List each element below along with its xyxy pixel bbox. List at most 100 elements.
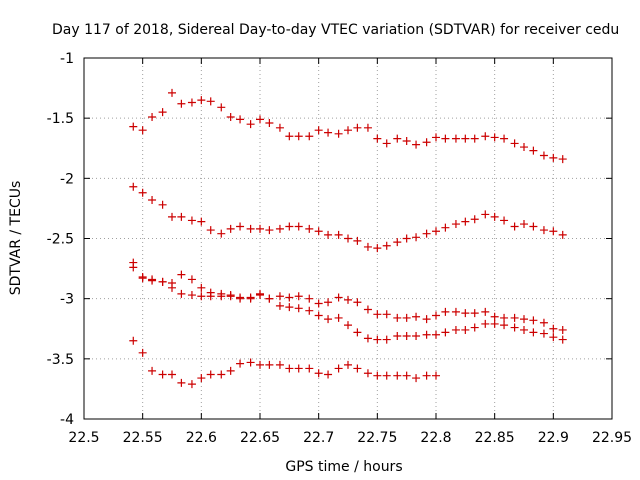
axis-ticks: 22.5 22.55 22.6 22.65 22.7 22.75 22.8 22.85 22.9… — [47, 51, 632, 446]
data-point — [129, 336, 138, 345]
data-point — [226, 366, 235, 375]
data-point — [158, 108, 167, 117]
data-point — [393, 313, 402, 322]
data-point — [265, 294, 274, 303]
x-axis-label: GPS time / hours — [285, 459, 402, 475]
data-point — [265, 360, 274, 369]
data-point — [402, 331, 411, 340]
data-point — [148, 276, 157, 285]
data-point — [558, 335, 567, 344]
data-point — [549, 324, 558, 333]
chart-title: Day 117 of 2018, Sidereal Day-to-day VTE… — [52, 22, 619, 38]
data-point — [314, 369, 323, 378]
x-tick-label: 22.9 — [538, 430, 569, 446]
x-tick-label: 22.75 — [357, 430, 397, 446]
data-point — [441, 307, 450, 316]
data-point — [187, 216, 196, 225]
data-point — [217, 103, 226, 112]
y-tick-label: -2 — [60, 171, 74, 187]
data-point — [451, 325, 460, 334]
data-point — [363, 123, 372, 132]
y-tick-label: -4 — [60, 412, 74, 428]
data-point — [344, 360, 352, 369]
data-point — [187, 98, 196, 107]
data-point — [217, 370, 226, 379]
data-point — [236, 359, 245, 368]
data-point — [481, 319, 490, 328]
data-point — [294, 364, 303, 373]
data-point — [138, 188, 147, 197]
data-point — [314, 227, 323, 236]
data-point — [206, 226, 215, 235]
data-point — [373, 310, 382, 319]
data-point — [236, 222, 245, 231]
data-point — [422, 371, 431, 380]
data-point — [441, 134, 450, 143]
data-point — [432, 133, 440, 142]
data-point — [432, 371, 440, 380]
data-point — [168, 370, 176, 379]
data-point — [520, 220, 528, 229]
data-point — [168, 88, 176, 97]
data-point — [168, 212, 176, 221]
data-point — [256, 291, 264, 300]
data-point — [481, 307, 490, 316]
data-point — [402, 313, 411, 322]
data-point — [294, 222, 303, 231]
data-point — [539, 151, 548, 160]
data-point — [314, 311, 323, 320]
data-point — [324, 128, 333, 137]
data-point — [470, 323, 479, 332]
data-point — [558, 155, 567, 164]
data-point — [529, 316, 538, 325]
data-point — [422, 229, 431, 238]
data-point — [470, 309, 479, 318]
data-point — [305, 132, 314, 141]
data-point — [353, 364, 362, 373]
data-point — [334, 293, 343, 302]
data-point — [432, 311, 440, 320]
data-point — [393, 134, 402, 143]
data-point — [344, 295, 352, 304]
data-point — [402, 137, 411, 146]
data-point — [187, 291, 196, 300]
data-point — [344, 234, 352, 243]
data-point — [363, 305, 372, 314]
data-point — [363, 334, 372, 343]
data-point — [246, 224, 255, 233]
data-point — [510, 139, 519, 148]
data-point — [275, 292, 284, 301]
data-point — [422, 138, 431, 147]
data-point — [324, 370, 333, 379]
data-point — [158, 370, 167, 379]
data-point — [451, 220, 460, 229]
data-point — [334, 129, 343, 138]
data-point — [148, 195, 157, 204]
data-point — [412, 374, 421, 383]
data-point — [285, 132, 294, 141]
data-point — [217, 292, 226, 301]
data-point — [412, 140, 421, 149]
data-point — [451, 307, 460, 316]
data-point — [500, 216, 509, 225]
data-point — [432, 330, 440, 339]
data-point — [539, 318, 548, 327]
data-point — [373, 134, 382, 143]
x-tick-label: 22.85 — [475, 430, 515, 446]
data-point — [461, 325, 470, 334]
data-point — [520, 325, 528, 334]
data-point — [177, 378, 186, 387]
data-point — [314, 126, 323, 135]
data-point — [275, 224, 284, 233]
data-point — [373, 371, 382, 380]
data-point — [334, 364, 343, 373]
data-point — [226, 112, 235, 121]
data-point — [363, 242, 372, 251]
data-point — [510, 323, 519, 332]
data-point — [129, 122, 138, 131]
data-point — [294, 304, 303, 313]
data-point — [461, 134, 470, 143]
y-tick-label: -1 — [60, 51, 74, 67]
data-point — [206, 97, 215, 106]
